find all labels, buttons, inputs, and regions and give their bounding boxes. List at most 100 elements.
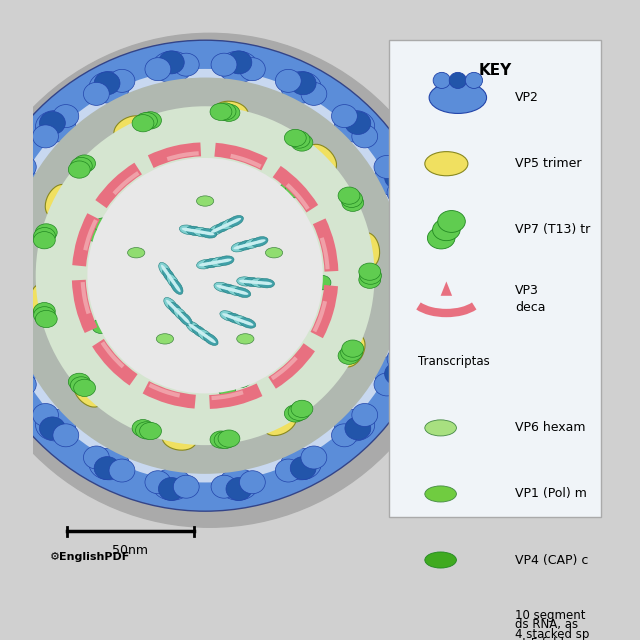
Ellipse shape	[340, 344, 362, 361]
Ellipse shape	[0, 245, 7, 268]
Ellipse shape	[228, 316, 241, 321]
Ellipse shape	[238, 240, 255, 250]
Ellipse shape	[192, 325, 207, 337]
Ellipse shape	[156, 333, 173, 344]
Text: VP4 (CAP) c: VP4 (CAP) c	[515, 554, 589, 566]
Ellipse shape	[241, 320, 253, 326]
Ellipse shape	[221, 218, 237, 230]
Ellipse shape	[253, 281, 266, 284]
Ellipse shape	[35, 310, 57, 328]
Ellipse shape	[100, 310, 117, 324]
Ellipse shape	[132, 420, 154, 436]
Ellipse shape	[83, 446, 109, 469]
Ellipse shape	[166, 300, 175, 309]
Ellipse shape	[34, 227, 56, 244]
Ellipse shape	[33, 403, 58, 426]
Ellipse shape	[359, 271, 381, 289]
Ellipse shape	[109, 69, 135, 92]
Ellipse shape	[427, 620, 443, 632]
Ellipse shape	[0, 33, 457, 527]
Ellipse shape	[159, 51, 184, 74]
Ellipse shape	[33, 303, 55, 320]
Ellipse shape	[200, 228, 217, 238]
Ellipse shape	[234, 287, 251, 298]
Ellipse shape	[162, 428, 196, 450]
Ellipse shape	[360, 267, 381, 284]
Ellipse shape	[433, 72, 451, 88]
Ellipse shape	[0, 166, 26, 189]
Ellipse shape	[88, 158, 323, 394]
Ellipse shape	[210, 257, 227, 267]
Ellipse shape	[239, 317, 256, 328]
Ellipse shape	[275, 69, 301, 92]
Ellipse shape	[270, 193, 287, 207]
Ellipse shape	[211, 476, 237, 498]
Ellipse shape	[387, 181, 413, 204]
Ellipse shape	[227, 216, 243, 227]
Ellipse shape	[197, 329, 212, 342]
Ellipse shape	[394, 293, 434, 324]
Ellipse shape	[217, 256, 234, 266]
Ellipse shape	[234, 244, 246, 250]
Ellipse shape	[168, 302, 182, 316]
Ellipse shape	[247, 241, 259, 246]
Ellipse shape	[220, 259, 232, 262]
Ellipse shape	[163, 268, 175, 283]
Ellipse shape	[335, 111, 374, 142]
Ellipse shape	[35, 224, 57, 241]
Ellipse shape	[284, 129, 306, 147]
Ellipse shape	[0, 217, 12, 240]
Ellipse shape	[0, 312, 12, 335]
Ellipse shape	[214, 282, 231, 292]
Ellipse shape	[218, 430, 240, 447]
Ellipse shape	[359, 263, 381, 280]
Ellipse shape	[223, 221, 235, 227]
Ellipse shape	[438, 211, 465, 232]
Ellipse shape	[220, 310, 236, 321]
Ellipse shape	[227, 373, 244, 387]
Ellipse shape	[352, 403, 378, 426]
Ellipse shape	[385, 362, 410, 385]
Text: VP6 hexam: VP6 hexam	[515, 421, 586, 435]
Ellipse shape	[89, 72, 129, 103]
Ellipse shape	[179, 225, 196, 234]
Ellipse shape	[196, 196, 214, 206]
Ellipse shape	[0, 298, 4, 321]
Ellipse shape	[127, 248, 145, 258]
Ellipse shape	[307, 275, 324, 290]
Ellipse shape	[399, 312, 424, 335]
Ellipse shape	[288, 131, 310, 148]
Ellipse shape	[429, 82, 486, 113]
Ellipse shape	[335, 410, 374, 441]
Ellipse shape	[233, 316, 250, 326]
Ellipse shape	[425, 420, 456, 436]
Ellipse shape	[40, 417, 65, 440]
Ellipse shape	[45, 184, 70, 217]
Text: at 5 fold axe: at 5 fold axe	[515, 637, 589, 640]
Ellipse shape	[332, 104, 357, 127]
Ellipse shape	[195, 230, 208, 234]
Ellipse shape	[7, 77, 403, 474]
Ellipse shape	[211, 227, 222, 233]
Ellipse shape	[165, 270, 173, 281]
Ellipse shape	[0, 230, 4, 253]
Ellipse shape	[68, 373, 90, 390]
Ellipse shape	[33, 125, 58, 148]
Ellipse shape	[374, 156, 400, 179]
Ellipse shape	[210, 103, 232, 120]
Ellipse shape	[237, 276, 254, 286]
Ellipse shape	[0, 181, 23, 204]
Ellipse shape	[36, 410, 76, 441]
Ellipse shape	[281, 72, 321, 103]
Ellipse shape	[173, 53, 199, 76]
Ellipse shape	[0, 362, 26, 385]
Ellipse shape	[215, 221, 231, 232]
Ellipse shape	[214, 431, 236, 449]
Text: VP1 (Pol) m: VP1 (Pol) m	[515, 488, 587, 500]
Ellipse shape	[200, 332, 210, 339]
Ellipse shape	[291, 400, 313, 417]
Ellipse shape	[222, 313, 234, 319]
Ellipse shape	[140, 112, 161, 129]
Ellipse shape	[186, 321, 201, 333]
Ellipse shape	[227, 286, 244, 296]
